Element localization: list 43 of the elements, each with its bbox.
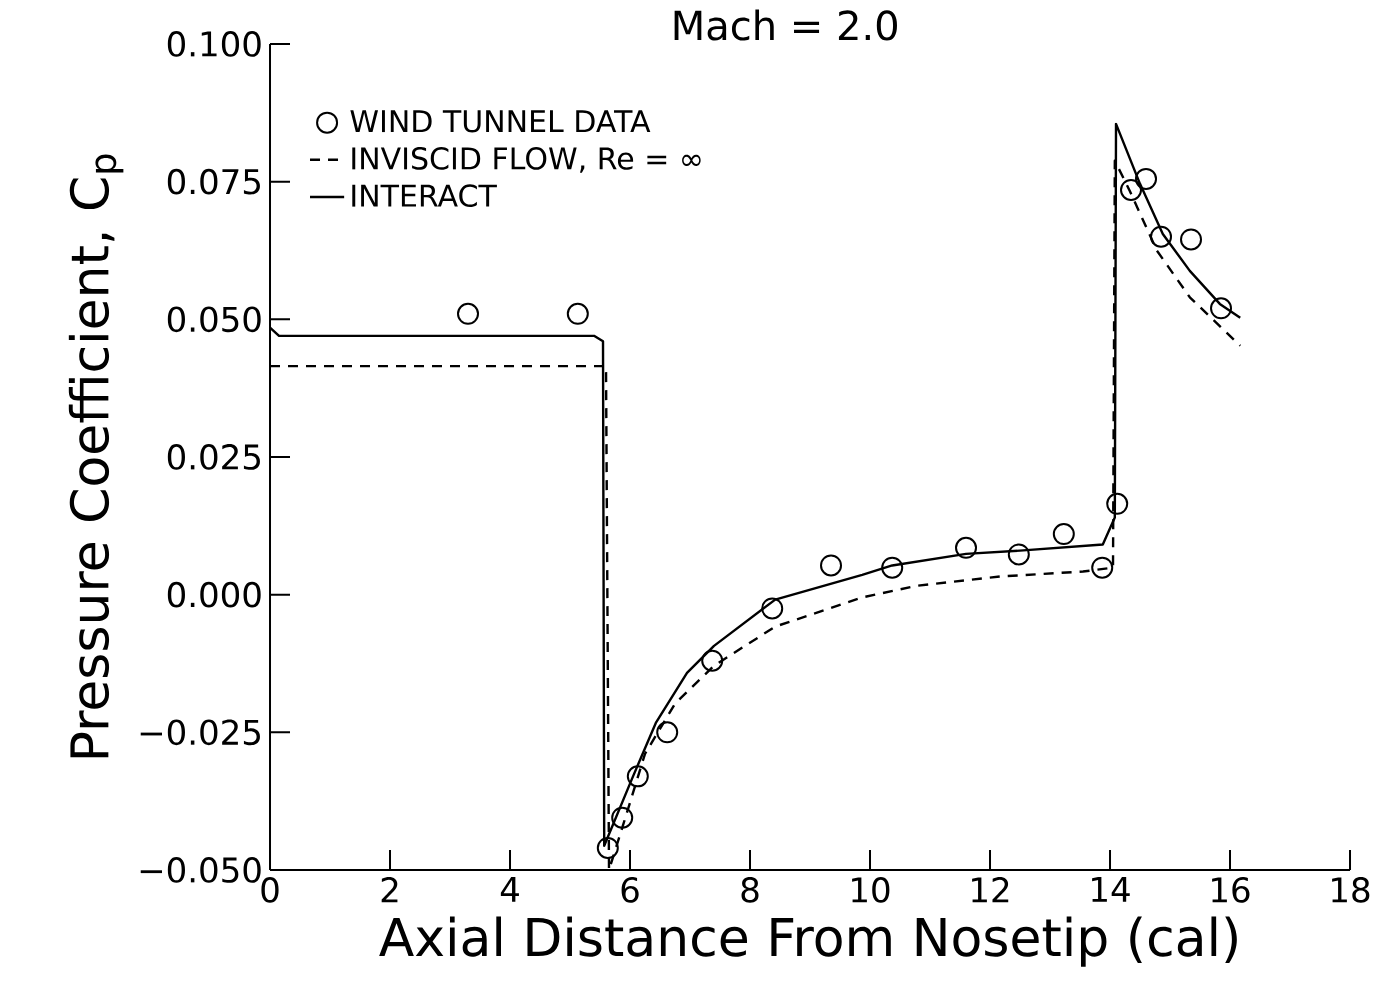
point bbox=[656, 721, 679, 744]
legend-label: INTERACT bbox=[352, 184, 497, 208]
y-tick-label: 0.025 bbox=[167, 444, 260, 470]
x-tick-label: 14 bbox=[1092, 877, 1130, 902]
x-tick-label: 2 bbox=[381, 877, 398, 903]
legend-label: WIND TUNNEL DATA bbox=[350, 110, 651, 133]
point bbox=[955, 536, 978, 559]
point bbox=[1106, 492, 1129, 515]
point bbox=[701, 649, 724, 672]
point bbox=[566, 302, 589, 325]
point bbox=[1120, 178, 1143, 201]
point bbox=[1210, 297, 1233, 320]
chart-title: Mach = 2.0 bbox=[674, 9, 897, 41]
point bbox=[1007, 543, 1030, 566]
y-tick-label: 0.075 bbox=[167, 168, 260, 195]
y-tick-label: 0.050 bbox=[167, 306, 261, 333]
point bbox=[881, 556, 904, 579]
point bbox=[1180, 228, 1203, 251]
y-tick-label: −0.050 bbox=[140, 857, 261, 883]
y-tick-label: 0.000 bbox=[167, 581, 261, 608]
x-tick-label: 16 bbox=[1212, 877, 1250, 903]
x-tick-label: 4 bbox=[500, 877, 519, 902]
point bbox=[611, 806, 634, 829]
point bbox=[820, 554, 843, 577]
x-tick-label: 10 bbox=[852, 877, 890, 903]
x-tick-label: 8 bbox=[741, 877, 759, 903]
y-tick-label: −0.025 bbox=[140, 719, 260, 746]
x-tick-label: 6 bbox=[621, 877, 639, 903]
point bbox=[761, 597, 784, 620]
y-tick-label: 0.100 bbox=[167, 31, 261, 57]
point bbox=[457, 302, 480, 325]
point bbox=[1135, 167, 1158, 190]
point bbox=[626, 765, 649, 788]
x-tick-label: 12 bbox=[972, 877, 1009, 903]
x-tick-label: 0 bbox=[261, 877, 279, 903]
legend-label: INVISCID FLOW, Re = ∞ bbox=[352, 147, 701, 173]
y-axis-title: Pressure Coefficient, C$_{p}$ bbox=[68, 154, 124, 758]
point bbox=[596, 836, 619, 859]
point bbox=[1052, 523, 1075, 546]
x-tick-label: 18 bbox=[1332, 877, 1370, 903]
x-axis-title: Axial Distance From Nosetip (cal) bbox=[379, 916, 1237, 967]
point bbox=[1091, 556, 1114, 579]
point bbox=[1150, 225, 1173, 248]
